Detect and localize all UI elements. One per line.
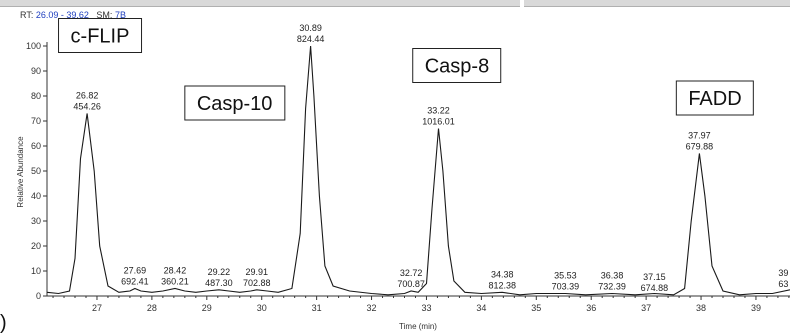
peak-mass: 679.88 bbox=[686, 142, 714, 152]
chart-axes bbox=[46, 42, 790, 297]
peak-retention-time: 34.38 bbox=[491, 269, 514, 279]
toolbar-segment-right bbox=[524, 0, 790, 7]
protein-annotations: c-FLIP Casp-10 Casp-8 FADD bbox=[58, 18, 754, 121]
panel-letter: ) bbox=[0, 312, 7, 334]
y-tick-label: 60 bbox=[31, 141, 41, 151]
x-tick-label: 38 bbox=[696, 303, 706, 313]
annotation-frame bbox=[184, 85, 286, 121]
x-tick-label: 28 bbox=[147, 303, 157, 313]
peak-retention-time: 28.42 bbox=[164, 266, 187, 276]
x-tick-label: 33 bbox=[421, 303, 431, 313]
x-tick-label: 35 bbox=[531, 303, 541, 313]
y-tick-label: 0 bbox=[36, 291, 41, 301]
annotation-label: Casp-10 bbox=[197, 93, 273, 115]
annotation-box: Casp-10 bbox=[184, 85, 286, 121]
x-tick-label: 39 bbox=[751, 303, 761, 313]
peak-mass: 812.38 bbox=[488, 280, 516, 290]
peak-mass: 824.44 bbox=[297, 34, 325, 44]
rt-range-value: 26.09 - 39.62 bbox=[35, 10, 89, 20]
sm-label: SM: bbox=[96, 10, 113, 20]
y-tick-label: 90 bbox=[31, 66, 41, 76]
peak-mass: 732.39 bbox=[598, 282, 626, 292]
y-tick-label: 100 bbox=[26, 41, 41, 51]
y-tick-label: 50 bbox=[31, 166, 41, 176]
annotation-box: c-FLIP bbox=[58, 18, 143, 53]
peak-retention-time: 39 bbox=[778, 268, 788, 278]
peak-retention-time: 30.89 bbox=[299, 23, 322, 33]
peak-mass: 703.39 bbox=[552, 282, 580, 292]
x-tick-label: 37 bbox=[641, 303, 651, 313]
x-tick-label: 27 bbox=[92, 303, 102, 313]
annotation-label: Casp-8 bbox=[425, 56, 489, 78]
y-tick-label: 40 bbox=[31, 191, 41, 201]
chromatogram-trace bbox=[46, 45, 790, 296]
peak-mass: 692.41 bbox=[121, 277, 149, 287]
peak-mass: 360.21 bbox=[161, 277, 189, 287]
chart-ticks: 0 10 20 30 40 50 60 70 80 90 100 27 28 29 30 31 32 33 34 35… bbox=[26, 41, 790, 313]
x-tick-label: 32 bbox=[367, 303, 377, 313]
y-tick-label: 10 bbox=[31, 266, 41, 276]
y-tick-label: 30 bbox=[31, 216, 41, 226]
x-tick-label: 31 bbox=[312, 303, 322, 313]
annotation-frame bbox=[675, 80, 754, 116]
peak-retention-time: 29.22 bbox=[208, 267, 231, 277]
annotation-label: c-FLIP bbox=[71, 26, 130, 48]
annotation-frame bbox=[412, 48, 502, 83]
x-tick-label: 29 bbox=[202, 303, 212, 313]
peak-mass: 487.30 bbox=[205, 278, 233, 288]
peak-mass: 674.88 bbox=[641, 283, 669, 293]
peak-retention-time: 36.38 bbox=[601, 271, 624, 281]
y-tick-label: 20 bbox=[31, 241, 41, 251]
y-tick-label: 70 bbox=[31, 116, 41, 126]
peak-retention-time: 32.72 bbox=[400, 268, 423, 278]
rt-range-readout: RT: 26.09 - 39.62 SM: 7B bbox=[20, 10, 126, 20]
x-tick-label: 30 bbox=[257, 303, 267, 313]
peak-retention-time: 35.53 bbox=[554, 271, 577, 281]
rt-label: RT: bbox=[20, 10, 34, 20]
peak-retention-time: 27.69 bbox=[124, 266, 147, 276]
peak-mass: 702.88 bbox=[243, 278, 271, 288]
peak-mass: 700.87 bbox=[397, 279, 425, 289]
x-axis-label: Time (min) bbox=[399, 322, 437, 331]
peak-retention-time: 29.91 bbox=[246, 267, 269, 277]
annotation-box: FADD bbox=[675, 80, 754, 116]
peak-retention-time: 33.22 bbox=[427, 106, 450, 116]
peak-mass: 63 bbox=[778, 279, 788, 289]
peak-mass: 1016.01 bbox=[422, 117, 455, 127]
x-tick-label: 36 bbox=[586, 303, 596, 313]
peak-retention-time: 37.97 bbox=[688, 131, 711, 141]
y-tick-label: 80 bbox=[31, 91, 41, 101]
toolbar-strip bbox=[0, 0, 790, 7]
peak-retention-time: 26.82 bbox=[76, 91, 99, 101]
annotation-label: FADD bbox=[688, 88, 741, 110]
x-tick-label: 34 bbox=[476, 303, 486, 313]
annotation-frame bbox=[58, 18, 143, 53]
peak-retention-time: 37.15 bbox=[643, 272, 666, 282]
peak-mass: 454.26 bbox=[73, 102, 101, 112]
y-axis-label: Relative Abundance bbox=[16, 136, 25, 208]
toolbar-segment-left bbox=[0, 0, 520, 7]
sm-value: 7B bbox=[114, 10, 126, 20]
annotation-box: Casp-8 bbox=[412, 48, 502, 83]
